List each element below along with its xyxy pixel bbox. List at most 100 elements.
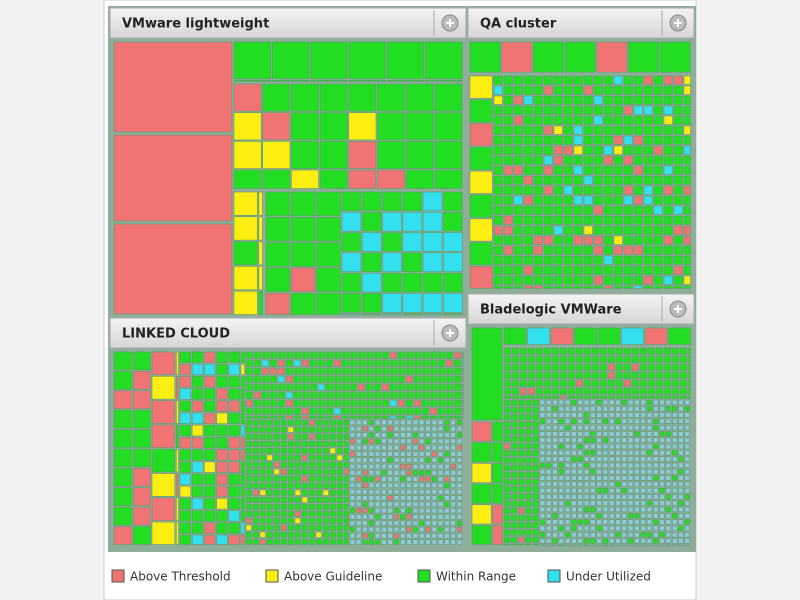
treemap-cell[interactable] bbox=[493, 195, 503, 205]
treemap-cell[interactable] bbox=[571, 494, 577, 500]
treemap-cell[interactable] bbox=[671, 443, 678, 450]
treemap-cell[interactable] bbox=[558, 456, 565, 462]
treemap-cell[interactable] bbox=[308, 531, 315, 538]
treemap-cell[interactable] bbox=[599, 395, 607, 399]
treemap-cell[interactable] bbox=[533, 275, 543, 285]
treemap-cell[interactable] bbox=[456, 526, 463, 533]
treemap-cell[interactable] bbox=[285, 351, 293, 359]
treemap-cell[interactable] bbox=[400, 482, 406, 489]
treemap-cell[interactable] bbox=[277, 391, 285, 399]
treemap-cell[interactable] bbox=[233, 169, 262, 189]
treemap-cell[interactable] bbox=[613, 145, 623, 155]
treemap-cell[interactable] bbox=[290, 191, 316, 217]
treemap-cell[interactable] bbox=[456, 451, 463, 457]
treemap-cell[interactable] bbox=[513, 185, 523, 195]
treemap-cell[interactable] bbox=[590, 538, 596, 544]
treemap-cell[interactable] bbox=[558, 462, 565, 469]
treemap-cell[interactable] bbox=[191, 400, 204, 412]
treemap-cell[interactable] bbox=[400, 463, 406, 470]
treemap-cell[interactable] bbox=[273, 461, 280, 468]
treemap-cell[interactable] bbox=[245, 461, 252, 468]
treemap-cell[interactable] bbox=[503, 435, 510, 442]
treemap-cell[interactable] bbox=[216, 363, 228, 376]
treemap-cell[interactable] bbox=[381, 470, 387, 476]
treemap-cell[interactable] bbox=[593, 215, 603, 225]
treemap-cell[interactable] bbox=[684, 431, 691, 437]
treemap-cell[interactable] bbox=[301, 517, 308, 524]
treemap-cell[interactable] bbox=[437, 451, 444, 457]
treemap-cell[interactable] bbox=[583, 285, 593, 289]
treemap-cell[interactable] bbox=[552, 468, 558, 475]
treemap-cell[interactable] bbox=[176, 400, 179, 424]
treemap-cell[interactable] bbox=[640, 405, 646, 412]
treemap-cell[interactable] bbox=[253, 399, 261, 407]
treemap-cell[interactable] bbox=[590, 456, 596, 462]
treemap-cell[interactable] bbox=[387, 425, 393, 432]
treemap-cell[interactable] bbox=[653, 105, 663, 115]
treemap-cell[interactable] bbox=[663, 371, 671, 379]
treemap-cell[interactable] bbox=[381, 425, 387, 432]
treemap-cell[interactable] bbox=[590, 500, 596, 506]
treemap-cell[interactable] bbox=[204, 363, 216, 376]
treemap-cell[interactable] bbox=[362, 507, 368, 514]
treemap-cell[interactable] bbox=[583, 544, 590, 547]
treemap-cell[interactable] bbox=[456, 495, 463, 501]
treemap-cell[interactable] bbox=[308, 454, 315, 461]
treemap-cell[interactable] bbox=[287, 454, 294, 461]
treemap-cell[interactable] bbox=[294, 489, 301, 496]
treemap-cell[interactable] bbox=[113, 409, 133, 429]
treemap-cell[interactable] bbox=[437, 375, 445, 383]
treemap-cell[interactable] bbox=[659, 450, 665, 456]
treemap-cell[interactable] bbox=[280, 489, 287, 496]
treemap-cell[interactable] bbox=[259, 433, 266, 440]
treemap-cell[interactable] bbox=[552, 443, 558, 450]
treemap-cell[interactable] bbox=[596, 500, 602, 506]
treemap-cell[interactable] bbox=[216, 522, 228, 534]
treemap-cell[interactable] bbox=[683, 155, 691, 165]
treemap-cell[interactable] bbox=[532, 399, 539, 406]
treemap-cell[interactable] bbox=[216, 376, 228, 388]
treemap-cell[interactable] bbox=[393, 514, 400, 520]
treemap-cell[interactable] bbox=[653, 175, 663, 185]
treemap-cell[interactable] bbox=[151, 521, 176, 545]
treemap-cell[interactable] bbox=[558, 481, 565, 487]
treemap-cell[interactable] bbox=[623, 275, 633, 285]
treemap-cell[interactable] bbox=[533, 245, 543, 255]
treemap-cell[interactable] bbox=[316, 217, 341, 242]
treemap-cell[interactable] bbox=[387, 507, 393, 514]
treemap-cell[interactable] bbox=[545, 431, 552, 437]
treemap-cell[interactable] bbox=[471, 442, 492, 463]
treemap-cell[interactable] bbox=[518, 414, 525, 421]
treemap-cell[interactable] bbox=[387, 444, 393, 451]
treemap-cell[interactable] bbox=[349, 444, 356, 451]
treemap-cell[interactable] bbox=[623, 235, 633, 245]
treemap-cell[interactable] bbox=[329, 475, 336, 482]
treemap-cell[interactable] bbox=[510, 486, 518, 493]
treemap-cell[interactable] bbox=[573, 165, 583, 175]
treemap-cell[interactable] bbox=[646, 443, 653, 450]
treemap-cell[interactable] bbox=[583, 245, 593, 255]
treemap-cell[interactable] bbox=[406, 539, 412, 545]
treemap-cell[interactable] bbox=[493, 75, 503, 85]
treemap-cell[interactable] bbox=[453, 359, 461, 367]
treemap-cell[interactable] bbox=[287, 447, 294, 454]
treemap-cell[interactable] bbox=[374, 457, 381, 463]
treemap-cell[interactable] bbox=[558, 513, 565, 519]
treemap-cell[interactable] bbox=[596, 431, 602, 437]
treemap-cell[interactable] bbox=[593, 155, 603, 165]
treemap-cell[interactable] bbox=[627, 481, 634, 487]
treemap-cell[interactable] bbox=[266, 531, 273, 538]
treemap-cell[interactable] bbox=[564, 443, 571, 450]
treemap-cell[interactable] bbox=[493, 265, 503, 275]
treemap-cell[interactable] bbox=[671, 519, 678, 525]
treemap-cell[interactable] bbox=[322, 510, 329, 517]
treemap-cell[interactable] bbox=[640, 481, 646, 487]
treemap-cell[interactable] bbox=[362, 438, 368, 444]
treemap-cell[interactable] bbox=[519, 355, 527, 363]
treemap-cell[interactable] bbox=[287, 503, 294, 510]
treemap-cell[interactable] bbox=[400, 470, 406, 476]
treemap-cell[interactable] bbox=[646, 418, 653, 424]
treemap-cell[interactable] bbox=[319, 141, 348, 169]
treemap-cell[interactable] bbox=[258, 216, 263, 241]
treemap-cell[interactable] bbox=[687, 387, 691, 395]
